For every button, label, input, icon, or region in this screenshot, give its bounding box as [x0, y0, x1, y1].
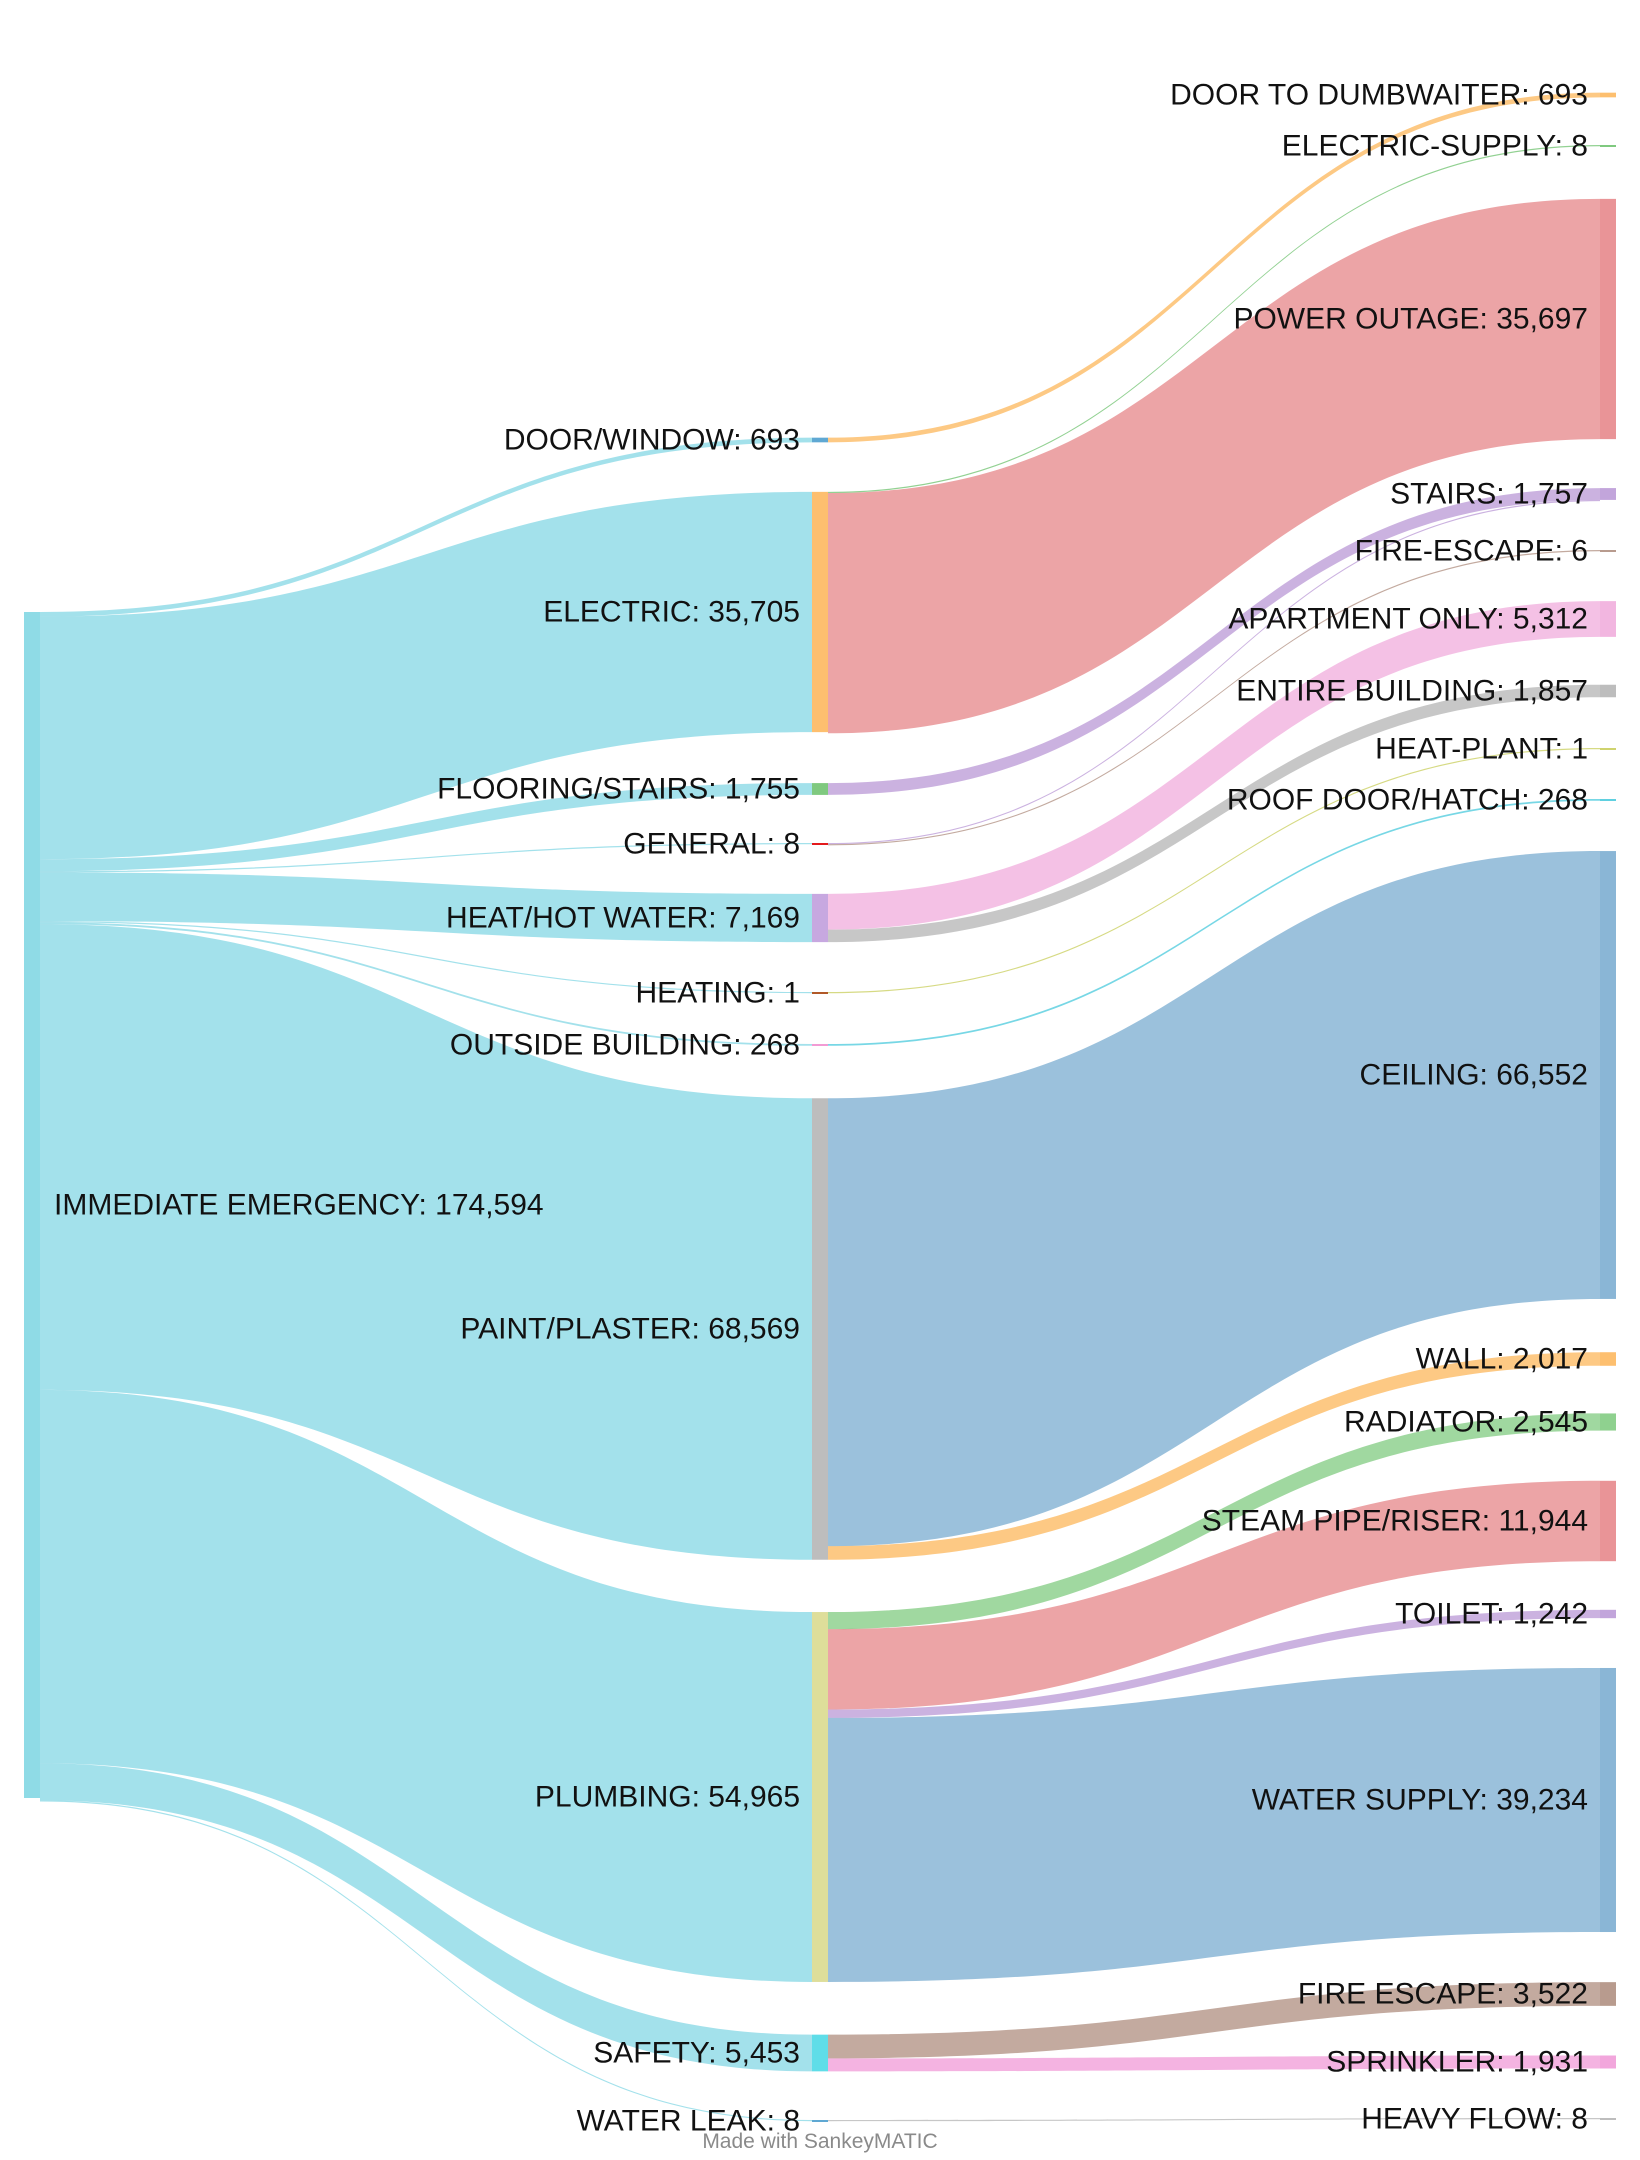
- node-wall: [1600, 1352, 1616, 1366]
- node-heating: [812, 992, 828, 994]
- label-electric: ELECTRIC: 35,705: [543, 596, 800, 629]
- node-radiator: [1600, 1413, 1616, 1431]
- label-fire-escape: FIRE ESCAPE: 3,522: [1298, 1978, 1588, 2011]
- node-immediate-emergency: [24, 612, 40, 1798]
- sankey-nodes: [24, 92, 1616, 2122]
- link-immediate-emergency-to-general: [40, 843, 812, 873]
- link-immediate-emergency-to-heating: [40, 921, 812, 994]
- label-outside-building: OUTSIDE BUILDING: 268: [450, 1029, 800, 1062]
- sankey-labels: IMMEDIATE EMERGENCY: 174,594 DOOR/WINDOW:…: [54, 79, 1588, 2138]
- link-paint-plaster-to-wall: [828, 1352, 1600, 1560]
- node-door-to-dumbwaiter: [1600, 92, 1616, 98]
- link-water-leak-to-heavy-flow: [828, 2118, 1600, 2122]
- link-electric-to-electric-supply: [828, 145, 1600, 494]
- node-fire-escape: [1600, 1982, 1616, 2006]
- link-heat-hot-water-to-apartment-only: [828, 601, 1600, 930]
- node-apartment-only: [1600, 601, 1616, 637]
- node-toilet: [1600, 1609, 1616, 1619]
- label-apartment-only: APARTMENT ONLY: 5,312: [1228, 603, 1588, 636]
- link-outside-building-to-roof-door-hatch: [828, 799, 1600, 1046]
- link-immediate-emergency-to-paint-plaster: [40, 924, 812, 1560]
- label-door-window: DOOR/WINDOW: 693: [504, 424, 800, 457]
- link-plumbing-to-toilet: [828, 1609, 1600, 1718]
- link-immediate-emergency-to-safety: [40, 1763, 812, 2072]
- credit-text: Made with SankeyMATIC: [702, 2130, 937, 2153]
- label-wall: WALL: 2,017: [1416, 1343, 1588, 1376]
- link-immediate-emergency-to-electric: [40, 491, 812, 860]
- node-heat-plant: [1600, 748, 1616, 750]
- link-immediate-emergency-to-water-leak: [40, 1800, 812, 2122]
- link-door-window-to-door-to-dumbwaiter: [828, 92, 1600, 443]
- link-heat-hot-water-to-entire-building: [828, 684, 1600, 943]
- link-immediate-emergency-to-door-window: [40, 437, 812, 617]
- label-heat-plant: HEAT-PLANT: 1: [1375, 733, 1588, 766]
- sankey-links: [40, 92, 1600, 2122]
- label-water-supply: WATER SUPPLY: 39,234: [1252, 1784, 1588, 1817]
- node-plumbing: [812, 1612, 828, 1982]
- label-plumbing: PLUMBING: 54,965: [535, 1781, 800, 1814]
- label-flooring-stairs: FLOORING/STAIRS: 1,755: [437, 773, 800, 806]
- link-safety-to-fire-escape: [828, 1982, 1600, 2059]
- link-plumbing-to-steam-pipe-riser: [828, 1480, 1600, 1710]
- label-ceiling: CEILING: 66,552: [1360, 1059, 1588, 1092]
- label-steam-pipe-riser: STEAM PIPE/RISER: 11,944: [1202, 1505, 1588, 1538]
- label-heat-hot-water: HEAT/HOT WATER: 7,169: [446, 902, 800, 935]
- label-sprinkler: SPRINKLER: 1,931: [1326, 2046, 1588, 2079]
- link-general-to-stairs: [828, 499, 1600, 845]
- node-stairs: [1600, 488, 1616, 500]
- label-radiator: RADIATOR: 2,545: [1344, 1406, 1588, 1439]
- label-heating: HEATING: 1: [636, 977, 800, 1010]
- node-flooring-stairs: [812, 783, 828, 795]
- link-safety-to-sprinkler: [828, 2055, 1600, 2072]
- node-door-window: [812, 437, 828, 443]
- link-general-to-fire-escape-dash: [828, 550, 1600, 846]
- node-roof-door-hatch: [1600, 799, 1616, 801]
- node-heavy-flow: [1600, 2118, 1616, 2120]
- node-fire-escape-dash: [1600, 550, 1616, 552]
- link-immediate-emergency-to-heat-hot-water: [40, 872, 812, 943]
- label-door-to-dumbwaiter: DOOR TO DUMBWAITER: 693: [1170, 79, 1588, 112]
- link-heating-to-heat-plant: [828, 748, 1600, 994]
- link-immediate-emergency-to-flooring-stairs: [40, 783, 812, 872]
- node-sprinkler: [1600, 2055, 1616, 2069]
- link-flooring-stairs-to-stairs: [828, 488, 1600, 795]
- node-electric-supply: [1600, 145, 1616, 147]
- label-safety: SAFETY: 5,453: [593, 2037, 800, 2070]
- node-power-outage: [1600, 198, 1616, 440]
- label-paint-plaster: PAINT/PLASTER: 68,569: [460, 1313, 800, 1346]
- link-plumbing-to-water-supply: [828, 1667, 1600, 1982]
- node-general: [812, 843, 828, 845]
- label-toilet: TOILET: 1,242: [1395, 1598, 1588, 1631]
- label-power-outage: POWER OUTAGE: 35,697: [1233, 303, 1588, 336]
- node-safety: [812, 2034, 828, 2072]
- node-paint-plaster: [812, 1098, 828, 1560]
- label-electric-supply: ELECTRIC-SUPPLY: 8: [1282, 130, 1588, 163]
- label-heavy-flow: HEAVY FLOW: 8: [1361, 2103, 1588, 2136]
- link-electric-to-power-outage: [828, 198, 1600, 734]
- label-fire-escape-dash: FIRE-ESCAPE: 6: [1355, 535, 1588, 568]
- node-heat-hot-water: [812, 893, 828, 943]
- label-immediate-emergency: IMMEDIATE EMERGENCY: 174,594: [54, 1189, 544, 1222]
- node-entire-building: [1600, 684, 1616, 698]
- label-stairs: STAIRS: 1,757: [1390, 478, 1588, 511]
- label-general: GENERAL: 8: [623, 828, 800, 861]
- link-plumbing-to-radiator: [828, 1413, 1600, 1630]
- link-paint-plaster-to-ceiling: [828, 851, 1600, 1547]
- node-water-supply: [1600, 1667, 1616, 1933]
- link-immediate-emergency-to-plumbing: [40, 1389, 812, 1982]
- node-water-leak: [812, 2120, 828, 2122]
- node-ceiling: [1600, 851, 1616, 1299]
- label-roof-door-hatch: ROOF DOOR/HATCH: 268: [1227, 784, 1588, 817]
- node-steam-pipe-riser: [1600, 1480, 1616, 1562]
- node-outside-building: [812, 1044, 828, 1046]
- label-entire-building: ENTIRE BUILDING: 1,857: [1236, 675, 1588, 708]
- node-electric: [812, 491, 828, 733]
- label-water-leak: WATER LEAK: 8: [577, 2105, 800, 2138]
- link-immediate-emergency-to-outside-building: [40, 922, 812, 1046]
